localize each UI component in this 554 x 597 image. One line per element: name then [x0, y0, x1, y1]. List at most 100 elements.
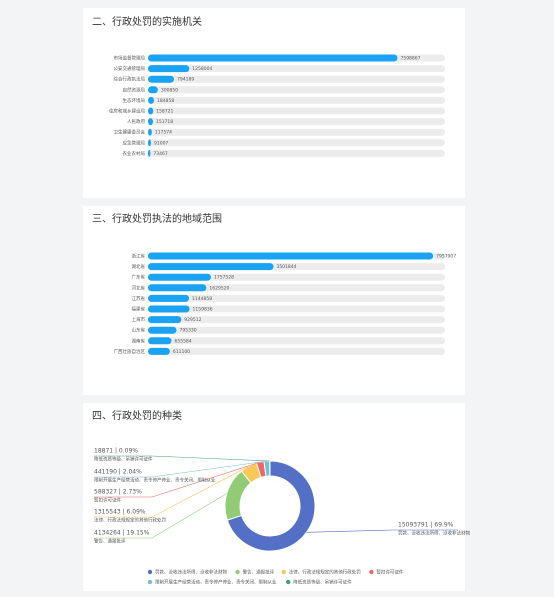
- slice-name: 暂扣许可证件: [94, 497, 121, 504]
- value-label: 795330: [179, 328, 196, 334]
- slice-value: 588327 | 2.73%: [94, 489, 142, 496]
- panel-title: 三、行政处罚执法的地域范围: [92, 212, 222, 225]
- category-label: 广西壮族自治区: [114, 348, 146, 355]
- legend-dot: [235, 569, 240, 575]
- bar-track: [148, 139, 445, 147]
- legend-label: 罚款、没收违法所得、没收非法财物: [155, 569, 227, 576]
- bar: [148, 75, 175, 83]
- bar-track: [148, 337, 445, 345]
- leader-line: [94, 460, 267, 478]
- slice-value: 4134264 | 19.15%: [94, 530, 150, 537]
- bar-track: [148, 107, 445, 115]
- category-label: 山东省: [132, 327, 146, 334]
- value-label: 158721: [156, 109, 173, 115]
- legend-dot: [147, 569, 153, 575]
- value-label: 1159836: [193, 307, 213, 313]
- bar-track: [148, 316, 445, 324]
- value-label: 3501844: [276, 264, 296, 270]
- slice-value: 15093791 | 69.9%: [398, 522, 454, 529]
- category-label: 市场监督管理局: [114, 55, 146, 62]
- bar-track: [148, 75, 445, 83]
- bar-track: [148, 326, 445, 334]
- category-label: 江苏省: [132, 295, 146, 302]
- legend-label: 暂扣许可证件: [376, 569, 403, 576]
- value-label: 184858: [157, 98, 174, 104]
- leader-line: [94, 493, 227, 539]
- bar-track: [148, 86, 445, 94]
- leader-line: [94, 455, 270, 462]
- category-label: 生态环境局: [123, 97, 146, 104]
- bar: [148, 326, 177, 334]
- legend-dot: [281, 569, 286, 575]
- bar: [148, 86, 158, 94]
- bar-track: [148, 305, 445, 313]
- bar: [148, 139, 151, 147]
- bar-track: [148, 128, 445, 136]
- slice-name: 限制开展生产经营活动、责令停产停业、责令关闭、限制从业: [94, 477, 216, 484]
- legend-dot: [147, 579, 153, 585]
- bar: [148, 118, 153, 126]
- bar-track: [148, 284, 445, 292]
- value-label: 151718: [156, 119, 173, 125]
- bar: [148, 107, 154, 115]
- leader-line: [306, 529, 458, 533]
- bar: [148, 54, 398, 62]
- value-label: 611100: [173, 349, 190, 355]
- bar: [148, 273, 211, 281]
- bar: [148, 284, 207, 292]
- category-label: 上海市: [132, 316, 146, 323]
- value-label: 73467: [153, 151, 167, 157]
- bar: [148, 305, 190, 313]
- slice-value: 441190 | 2.04%: [94, 469, 142, 476]
- legend-label: 降低资质等级、吊销许可证件: [293, 579, 352, 586]
- slice-value: 1315543 | 6.09%: [94, 509, 146, 516]
- value-label: 655584: [174, 338, 191, 344]
- bar: [148, 149, 151, 157]
- bar-track: [148, 149, 445, 157]
- category-label: 住房和城乡建设局: [109, 108, 145, 115]
- category-label: 自然资源局: [123, 86, 146, 93]
- slice-name: 罚款、没收违法所得、没收非法财物: [398, 530, 470, 537]
- category-label: 福建省: [132, 306, 146, 313]
- leader-line: [94, 461, 261, 498]
- category-label: 应急管理局: [123, 139, 146, 146]
- bar: [148, 294, 190, 302]
- legend-dot: [369, 569, 374, 575]
- panel-title: 四、行政处罚的种类: [92, 409, 182, 422]
- value-label: 7957907: [436, 254, 456, 260]
- bar: [148, 96, 155, 104]
- bar: [148, 128, 152, 136]
- category-label: 公安交通管理局: [114, 65, 146, 72]
- category-label: 综合行政执法局: [114, 76, 146, 83]
- bar: [148, 337, 172, 345]
- panel-title: 二、行政处罚的实施机关: [92, 15, 202, 28]
- legend-label: 警告、通报批评: [243, 569, 275, 576]
- value-label: 300850: [161, 87, 178, 93]
- slice-name: 法律、行政法规规定的其他行政处罚: [94, 517, 166, 524]
- pie-slice: [226, 460, 316, 552]
- slice-value: 18871 | 0.09%: [94, 448, 138, 455]
- value-label: 117574: [155, 130, 172, 136]
- category-label: 浙江省: [132, 253, 146, 260]
- value-label: 929512: [184, 317, 201, 323]
- bar-track: [148, 347, 445, 355]
- slice-name: 降低资质等级、吊销许可证件: [94, 456, 153, 463]
- legend-label: 限制开展生产经营活动、责令停产停业、责令关闭、限制从业: [155, 579, 277, 586]
- bar-track: [148, 118, 445, 126]
- value-label: 1757528: [214, 275, 234, 281]
- category-label: 人民政府: [127, 118, 145, 125]
- bar-track: [148, 273, 445, 281]
- bar-track: [148, 294, 445, 302]
- category-label: 农业农村局: [123, 150, 146, 157]
- value-label: 1144858: [192, 296, 212, 302]
- value-label: 1629520: [209, 285, 229, 291]
- bar: [148, 252, 434, 260]
- value-label: 794189: [177, 77, 194, 83]
- legend-label: 法律、行政法规规定的其他行政处罚: [289, 569, 361, 576]
- category-label: 湖北省: [132, 263, 146, 270]
- bar-track: [148, 65, 445, 73]
- bar: [148, 263, 274, 271]
- bar: [148, 316, 182, 324]
- category-label: 卫生健康委员会: [114, 129, 146, 136]
